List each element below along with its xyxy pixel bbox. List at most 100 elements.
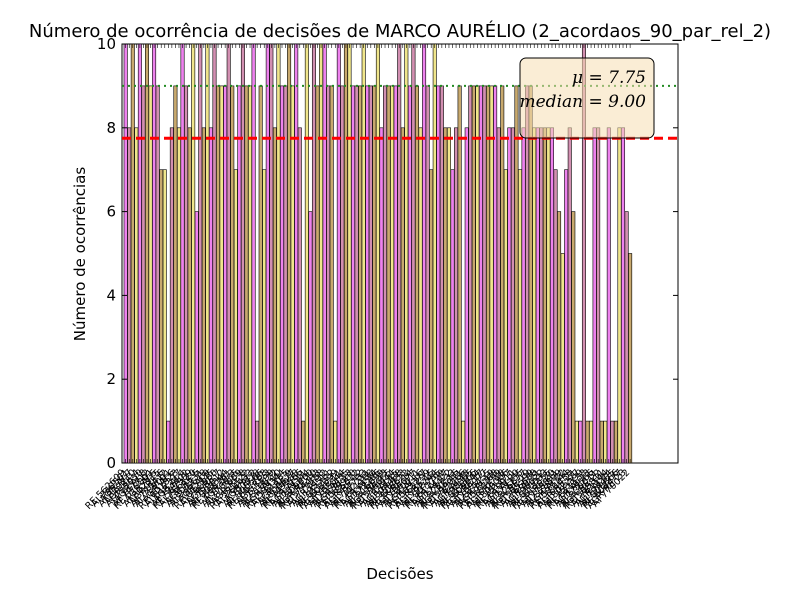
bar-101: [482, 85, 487, 464]
bar-111: [518, 169, 522, 464]
bar-42: [272, 127, 277, 464]
bar-90: [443, 127, 448, 464]
bar-32: [237, 85, 242, 464]
bar-123: [560, 253, 565, 464]
bar-114: [528, 85, 533, 464]
stats-box: μ = 7.75 median = 9.00: [519, 57, 655, 139]
bar-88: [436, 85, 441, 464]
bar-125: [567, 127, 572, 464]
bar-99: [475, 85, 480, 464]
bar-0: [123, 43, 128, 464]
bar-135: [603, 420, 608, 464]
bar-68: [365, 85, 370, 464]
bar-118: [542, 127, 547, 464]
bar-133: [596, 127, 601, 464]
bar-38: [258, 85, 263, 464]
bar-122: [557, 211, 562, 464]
bar-113: [525, 85, 530, 464]
bar-1: [127, 127, 132, 464]
bar-64: [351, 85, 356, 464]
bar-26: [216, 85, 221, 464]
bar-97: [468, 85, 473, 464]
bar-39: [262, 169, 267, 464]
bar-43: [276, 43, 281, 464]
bar-53: [311, 43, 316, 464]
bar-112: [521, 127, 526, 464]
bar-66: [358, 85, 363, 464]
chart-title: Número de ocorrência de decisões de MARC…: [29, 20, 771, 42]
bar-2: [130, 43, 135, 464]
bar-54: [315, 85, 320, 464]
bar-142: [628, 253, 633, 464]
bar-49: [297, 127, 302, 464]
bar-87: [432, 43, 437, 464]
bar-24: [208, 127, 213, 464]
bar-34: [244, 85, 249, 464]
bar-12: [166, 420, 171, 464]
bar-69: [368, 85, 373, 464]
bar-79: [404, 43, 409, 464]
bar-22: [201, 127, 206, 464]
bar-4: [137, 43, 142, 464]
bar-109: [510, 127, 515, 464]
bar-8: [152, 43, 157, 464]
bar-17: [184, 85, 189, 464]
stats-box-frame: [519, 57, 655, 139]
bar-58: [329, 85, 334, 464]
bar-10: [159, 169, 164, 464]
bar-25: [212, 43, 217, 464]
mean-stat-text: μ = 7.75: [572, 68, 646, 88]
bar-95: [461, 420, 466, 464]
bar-110: [514, 85, 519, 464]
median-stat-text: median = 9.00: [520, 92, 647, 112]
bar-45: [283, 85, 288, 464]
bar-57: [326, 85, 331, 464]
bar-141: [624, 211, 629, 464]
bar-73: [383, 85, 387, 464]
bar-84: [422, 43, 427, 464]
bar-94: [457, 85, 462, 464]
x-ticks: [125, 44, 631, 463]
bar-120: [549, 127, 554, 464]
y-axis: 0 2 4 6 8 10: [97, 35, 678, 472]
bar-86: [429, 169, 434, 464]
bar-117: [539, 127, 544, 464]
y-tick-label-4: 8: [106, 119, 116, 137]
bar-128: [578, 420, 583, 464]
bar-82: [414, 85, 419, 464]
bar-29: [226, 43, 231, 464]
y-axis-label: Número de ocorrências: [71, 167, 89, 342]
bar-139: [617, 127, 622, 464]
bar-77: [397, 43, 402, 464]
x-axis-label: Decisões: [366, 565, 433, 583]
bar-89: [439, 85, 444, 464]
bar-33: [240, 43, 245, 464]
bar-108: [507, 127, 512, 464]
y-tick-label-5: 10: [97, 35, 116, 53]
bar-50: [301, 420, 306, 464]
bar-47: [290, 85, 295, 464]
y-tick-label-0: 0: [106, 454, 116, 472]
bar-98: [471, 85, 476, 464]
bar-63: [347, 43, 352, 464]
bar-55: [319, 43, 324, 464]
bar-107: [503, 169, 508, 464]
bar-61: [340, 85, 345, 464]
bar-6: [145, 43, 149, 464]
bar-72: [379, 127, 384, 464]
bar-62: [343, 43, 348, 464]
bar-126: [571, 211, 576, 464]
bar-100: [478, 85, 483, 464]
bar-48: [294, 43, 299, 464]
bar-71: [375, 43, 380, 464]
bar-52: [308, 211, 313, 464]
bar-115: [532, 127, 537, 464]
bar-76: [393, 85, 398, 464]
bar-92: [450, 169, 455, 464]
bar-51: [304, 43, 309, 464]
bar-91: [446, 127, 451, 464]
bar-30: [230, 85, 235, 464]
bar-60: [336, 43, 341, 464]
bar-136: [606, 127, 611, 464]
